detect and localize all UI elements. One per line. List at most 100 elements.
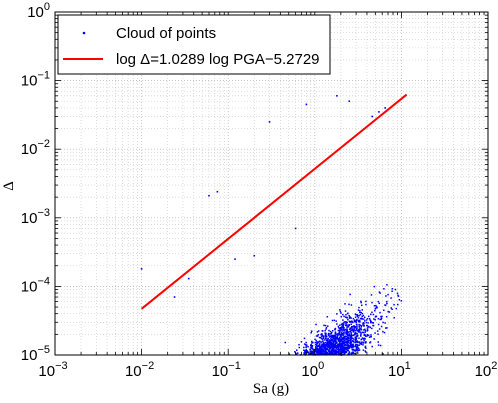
data-point [324, 351, 327, 353]
data-point [357, 317, 360, 319]
data-point [345, 348, 348, 351]
data-point [359, 331, 361, 334]
data-point [362, 344, 364, 346]
data-point [311, 345, 313, 348]
data-point-outlier [173, 296, 176, 298]
data-point [303, 337, 306, 340]
data-point [321, 347, 323, 350]
data-point [310, 345, 313, 347]
data-point [335, 320, 337, 322]
data-point [345, 338, 347, 341]
data-point [305, 351, 308, 353]
data-point [322, 336, 325, 339]
data-point [336, 343, 339, 346]
data-point [326, 351, 329, 354]
data-point [396, 292, 399, 295]
data-point [400, 300, 403, 302]
data-point [326, 347, 328, 350]
data-point [343, 335, 346, 338]
data-point [340, 327, 342, 329]
data-point [325, 345, 328, 347]
data-point [357, 346, 359, 349]
data-point [328, 336, 331, 338]
data-point [352, 337, 354, 340]
data-point [356, 334, 358, 337]
data-point [360, 343, 363, 346]
fit-line-group [140, 93, 408, 310]
data-point [319, 346, 322, 349]
data-point [395, 307, 397, 310]
data-point [375, 304, 377, 307]
data-point [364, 351, 367, 353]
data-point [324, 341, 327, 344]
data-point [316, 341, 318, 344]
data-point [372, 313, 375, 316]
data-point [315, 348, 318, 350]
data-point [346, 333, 349, 336]
data-point [329, 333, 332, 335]
data-point [324, 348, 327, 350]
data-point [315, 323, 317, 326]
data-point [347, 340, 349, 343]
data-point [318, 347, 321, 349]
data-point [347, 348, 349, 350]
data-point [362, 322, 365, 324]
data-point [360, 304, 363, 307]
data-point [320, 341, 322, 343]
data-point [350, 333, 353, 335]
data-point [338, 349, 340, 351]
data-point [310, 350, 313, 352]
data-point [363, 337, 366, 340]
data-point [364, 342, 367, 344]
data-point [345, 337, 347, 340]
data-point [347, 346, 350, 349]
data-point [319, 348, 321, 351]
data-point [348, 341, 350, 344]
data-point [335, 337, 338, 340]
data-point [323, 342, 325, 345]
data-point [354, 344, 357, 346]
data-point [334, 342, 337, 345]
data-point [326, 316, 329, 318]
data-point [341, 343, 343, 345]
data-point [338, 338, 341, 340]
data-point [353, 352, 355, 355]
data-point [322, 348, 324, 350]
data-point [372, 322, 375, 324]
data-point [352, 351, 354, 354]
data-point [330, 342, 333, 344]
data-point [364, 320, 366, 322]
data-point [384, 322, 386, 324]
data-point [377, 300, 380, 303]
data-point [327, 349, 330, 351]
data-point [347, 349, 350, 352]
data-point [359, 342, 362, 345]
data-point [379, 311, 381, 314]
data-point [383, 309, 385, 312]
data-point [324, 332, 326, 334]
data-point [358, 327, 361, 329]
data-point [355, 337, 358, 339]
data-point [341, 325, 343, 328]
data-point [354, 341, 357, 344]
data-point [336, 341, 338, 344]
data-point [340, 347, 342, 349]
data-point [353, 334, 355, 336]
data-point [363, 339, 365, 342]
data-point [343, 344, 346, 347]
data-point [311, 340, 313, 343]
data-point [342, 313, 344, 316]
data-point [309, 353, 311, 355]
data-point [316, 331, 319, 333]
data-point [355, 338, 358, 340]
y-axis-label: Δ [1, 181, 17, 191]
data-point [313, 349, 315, 351]
data-point [361, 315, 364, 318]
data-point [333, 347, 335, 350]
data-point [358, 342, 361, 344]
data-point [338, 345, 340, 347]
data-point [342, 325, 344, 327]
data-point [350, 344, 353, 346]
data-point [371, 301, 373, 304]
